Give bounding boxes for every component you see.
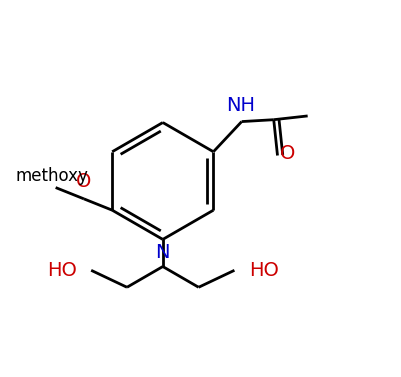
- Text: O: O: [280, 144, 296, 163]
- Text: N: N: [156, 243, 170, 262]
- Text: O: O: [76, 172, 91, 190]
- Text: HO: HO: [249, 261, 279, 280]
- Text: HO: HO: [47, 261, 77, 280]
- Text: methoxy: methoxy: [15, 167, 88, 184]
- Text: NH: NH: [227, 96, 255, 115]
